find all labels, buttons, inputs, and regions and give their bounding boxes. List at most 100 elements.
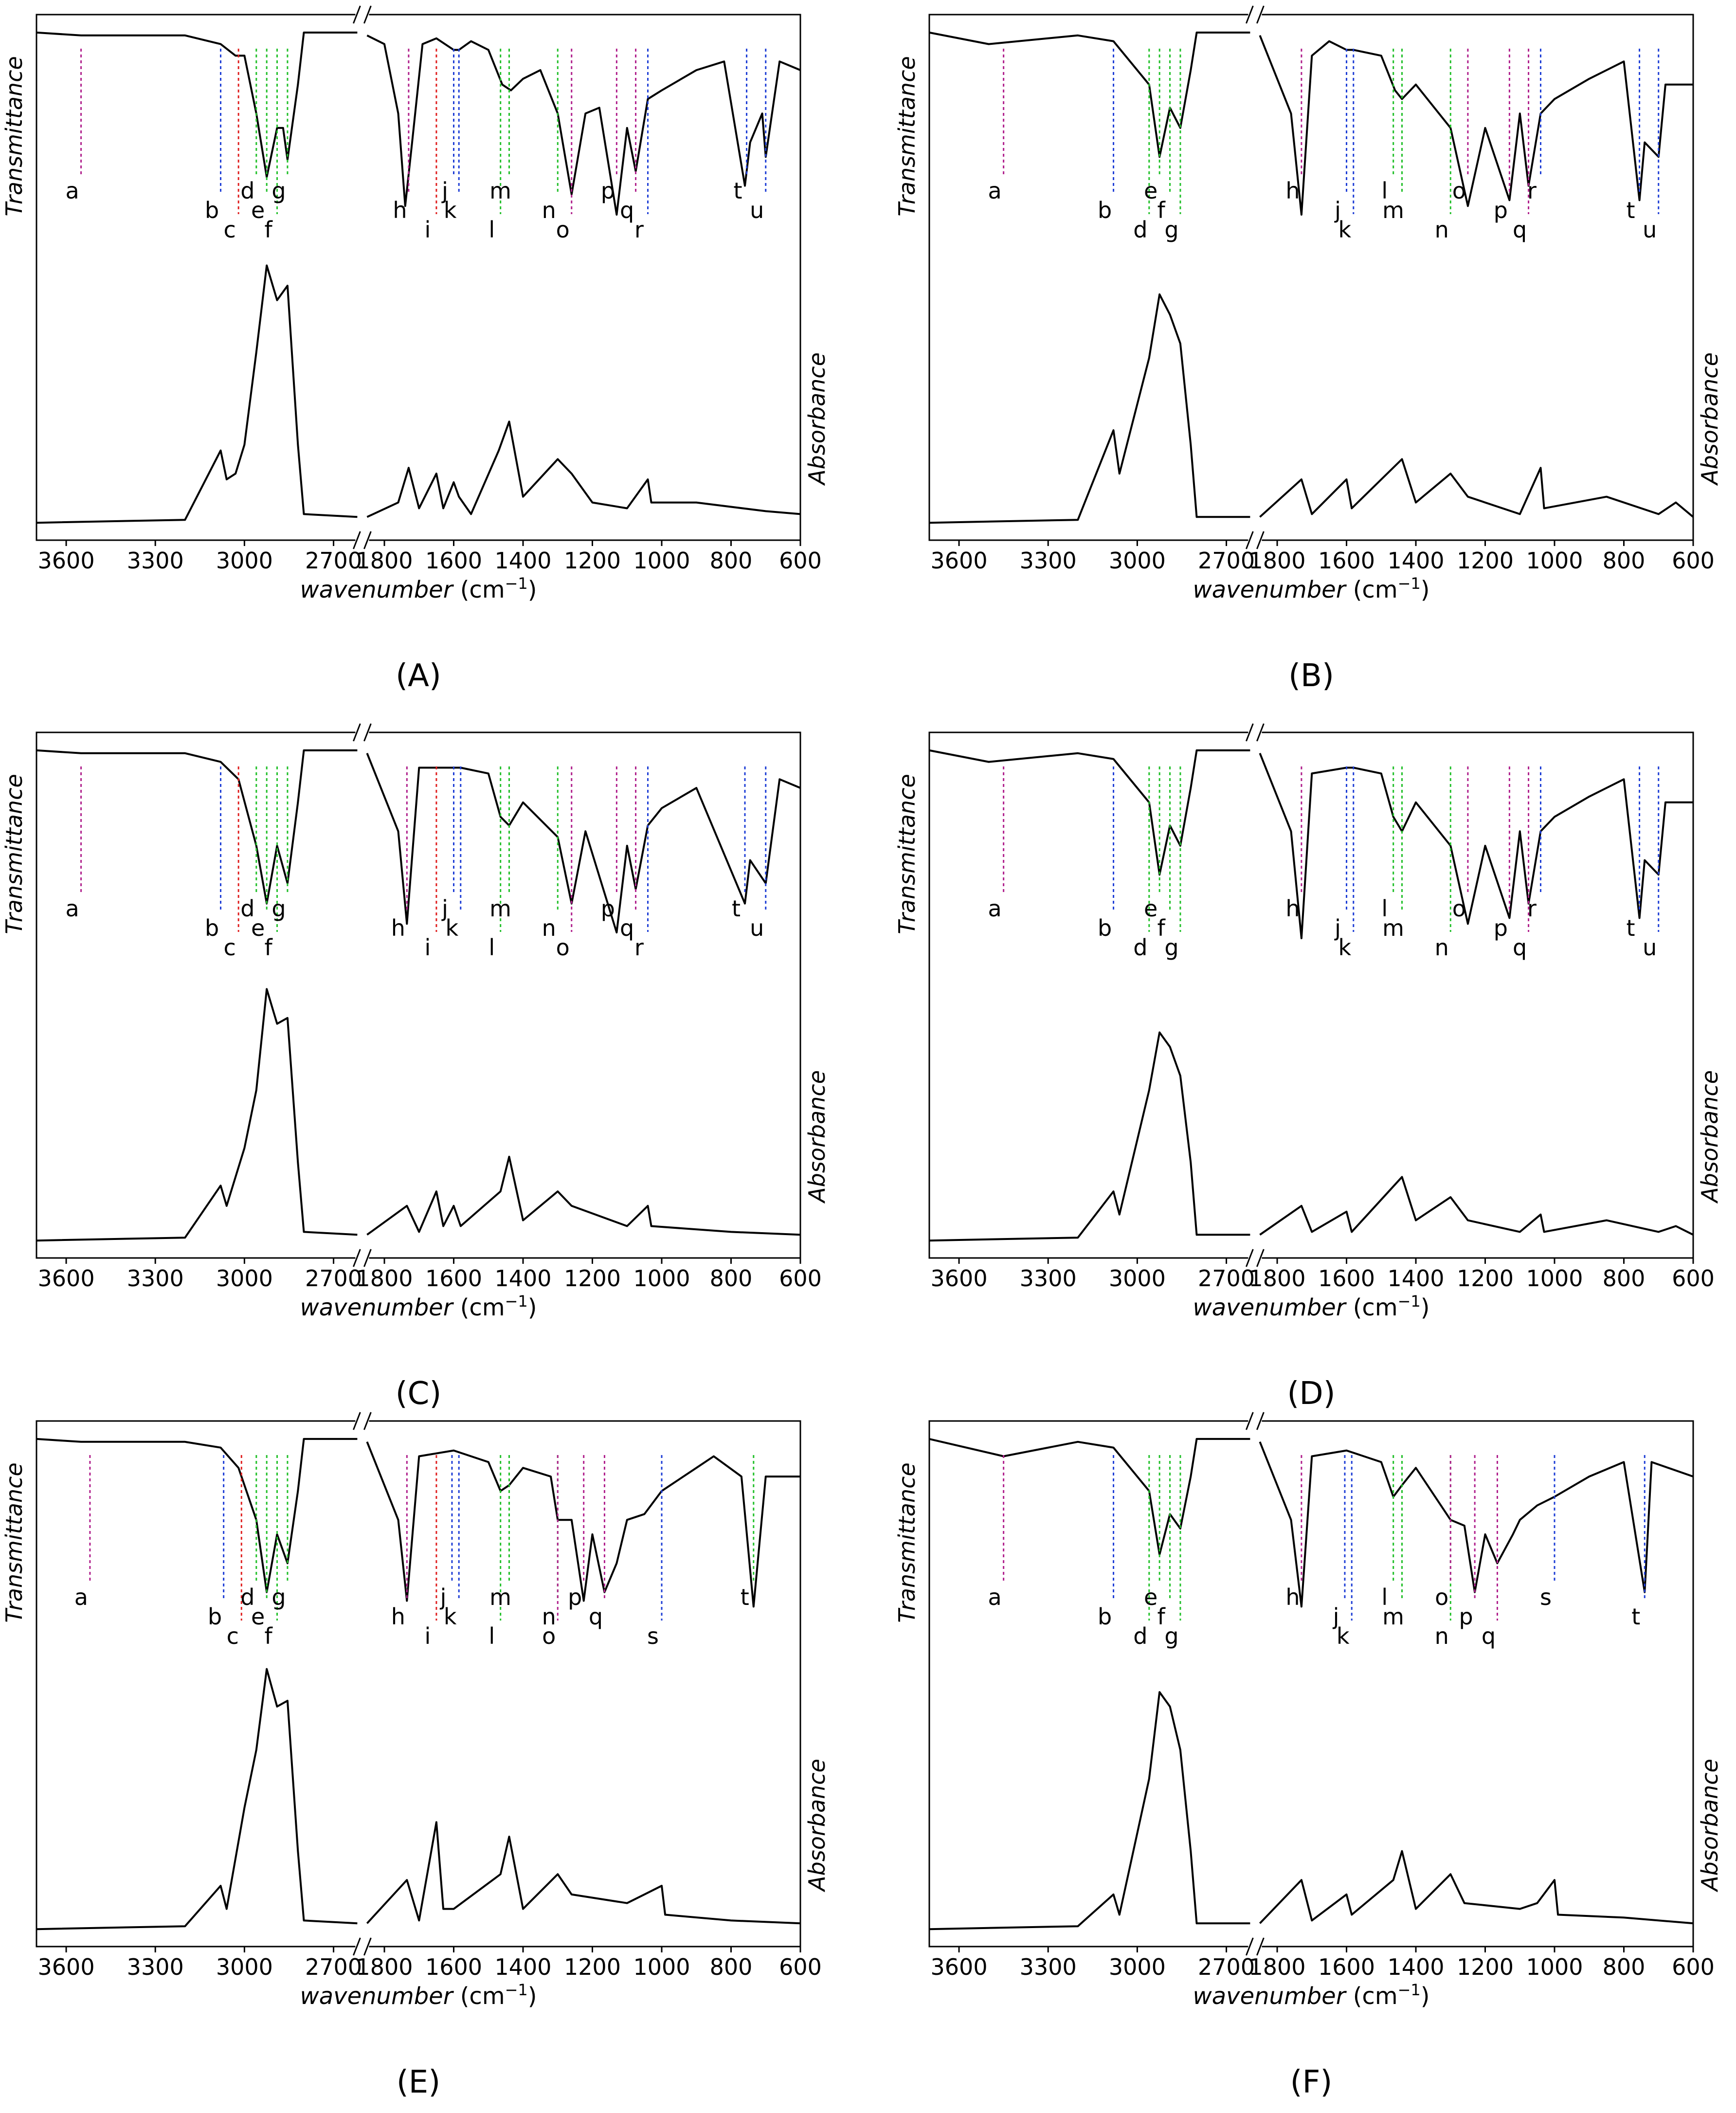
x-tick-label: 1800 [1248, 547, 1305, 574]
x-tick-label: 1600 [1318, 547, 1375, 574]
x-tick-label: 3600 [931, 1954, 988, 1980]
peak-label-c: c [224, 217, 236, 243]
axis-break-gap [1248, 725, 1262, 740]
x-tick-label: 1800 [356, 1954, 413, 1980]
peak-label-n: n [542, 1603, 556, 1630]
x-axis-label: wavenumber (cm−1) [300, 1981, 537, 2010]
x-tick-label: 1200 [1457, 1265, 1514, 1292]
x-tick-label: 1200 [1457, 547, 1514, 574]
panel-caption: (A) [396, 658, 441, 694]
absorbance-trace-right [366, 420, 801, 518]
peak-label-t: t [1631, 1603, 1640, 1630]
peak-label-p: p [1494, 197, 1508, 223]
peak-label-j: j [440, 1584, 447, 1610]
x-tick-label: 600 [779, 1265, 822, 1292]
x-tick-label: 2700 [1198, 1954, 1255, 1980]
peak-label-t: t [1627, 915, 1635, 941]
x-tick-label: 600 [779, 1954, 822, 1980]
peak-label-g: g [271, 895, 286, 922]
axis-break-mark [363, 723, 372, 742]
y-axis-label-transmittance: Transmittance [1, 56, 27, 216]
panel-caption: (C) [396, 1376, 442, 1412]
peak-label-e: e [1144, 1584, 1157, 1610]
peak-label-h: h [391, 915, 405, 941]
axis-break-mark [353, 531, 361, 549]
peak-label-d: d [240, 895, 254, 922]
peak-label-l: l [488, 934, 495, 961]
y-axis-label-transmittance: Transmittance [894, 774, 920, 934]
y-axis-label-transmittance: Transmittance [894, 56, 920, 216]
panel-caption: (D) [1287, 1376, 1335, 1412]
axis-break-mark [1256, 1937, 1265, 1956]
x-tick-label: 600 [779, 547, 822, 574]
x-tick-label: 2700 [305, 1265, 362, 1292]
x-tick-label: 3300 [1020, 1954, 1077, 1980]
axis-break-mark [1246, 5, 1254, 24]
peak-label-d: d [240, 1584, 254, 1610]
axis-break-mark [353, 5, 361, 24]
y-axis-label-absorbance: Absorbance [804, 1070, 830, 1204]
peak-label-k: k [1338, 934, 1351, 961]
x-tick-label: 600 [1672, 547, 1715, 574]
peak-label-i: i [425, 217, 431, 243]
x-axis-label: wavenumber (cm−1) [300, 1292, 537, 1321]
peak-label-b: b [1098, 197, 1112, 223]
peak-label-k: k [1338, 217, 1351, 243]
transmittance-trace-left [929, 31, 1250, 158]
x-tick-label: 3300 [127, 547, 184, 574]
y-axis-label-absorbance: Absorbance [1697, 1759, 1723, 1893]
x-tick-label: 1600 [1318, 1265, 1375, 1292]
peak-label-l: l [488, 1623, 495, 1649]
axis-break-gap [1248, 1939, 1262, 1954]
transmittance-trace-right [366, 1441, 800, 1608]
axis-break-mark [1246, 1412, 1254, 1430]
axis-break-gap [1248, 7, 1262, 22]
axis-break-mark [363, 531, 372, 549]
peak-label-t: t [732, 895, 741, 922]
x-axis-label: wavenumber (cm−1) [1193, 1981, 1430, 2010]
axis-break-gap [355, 1413, 369, 1429]
absorbance-trace-right [366, 1821, 801, 1925]
axis-break-gap [1248, 1413, 1262, 1429]
peak-label-g: g [271, 178, 286, 204]
x-tick-label: 800 [710, 1265, 753, 1292]
plot-frame [36, 1420, 801, 1948]
peak-label-g: g [1164, 217, 1178, 243]
peak-label-q: q [589, 1603, 603, 1630]
peak-label-e: e [251, 915, 265, 941]
peak-label-e: e [251, 197, 265, 223]
x-tick-label: 1200 [564, 1954, 621, 1980]
x-tick-label: 3000 [1109, 1954, 1166, 1980]
peak-label-u: u [1643, 934, 1657, 961]
x-tick-label: 1200 [564, 1265, 621, 1292]
x-tick-label: 1400 [494, 547, 551, 574]
x-tick-label: 2700 [1198, 547, 1255, 574]
x-tick-label: 3600 [931, 1265, 988, 1292]
x-tick-label: 3300 [1020, 1265, 1077, 1292]
plot-frame [928, 1420, 1694, 1948]
panel-caption: (F) [1290, 2064, 1333, 2100]
axis-break-gap [1248, 1250, 1262, 1266]
x-tick-label: 2700 [305, 547, 362, 574]
peak-label-o: o [1452, 178, 1466, 204]
x-axis-label: wavenumber (cm−1) [1193, 1292, 1430, 1321]
absorbance-trace-right [1259, 458, 1694, 518]
axis-break-mark [353, 723, 361, 742]
peak-label-s: s [1540, 1584, 1552, 1610]
peak-label-p: p [601, 895, 615, 922]
peak-label-o: o [556, 217, 570, 243]
x-tick-label: 1000 [633, 547, 690, 574]
x-tick-label: 1400 [494, 1954, 551, 1980]
peak-label-h: h [391, 1603, 405, 1630]
peak-label-a: a [988, 1584, 1002, 1610]
panel-caption: (E) [397, 2064, 440, 2100]
peak-label-e: e [1144, 178, 1157, 204]
x-tick-label: 3300 [127, 1265, 184, 1292]
y-axis-label-absorbance: Absorbance [804, 1759, 830, 1893]
peak-label-o: o [542, 1623, 556, 1649]
absorbance-trace-left [929, 1691, 1250, 1931]
x-tick-label: 3600 [38, 1954, 95, 1980]
